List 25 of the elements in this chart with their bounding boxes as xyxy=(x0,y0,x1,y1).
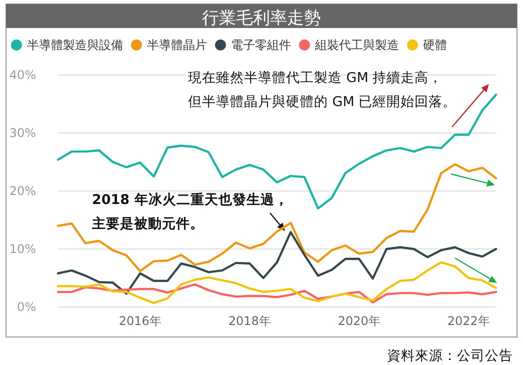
y-tick-label: 20% xyxy=(9,184,36,198)
line-series xyxy=(56,231,498,295)
line-series xyxy=(56,261,498,304)
x-tick-label: 2018年 xyxy=(228,314,271,328)
y-tick-label: 40% xyxy=(9,68,36,82)
annotation: 但半導體晶片與硬體的 GM 已經開始回落。 xyxy=(188,94,457,110)
legend-label: 硬體 xyxy=(423,38,447,52)
legend-label: 半導體製造與設備 xyxy=(27,38,123,52)
legend-label: 電子零組件 xyxy=(231,38,291,52)
line-series xyxy=(56,163,498,272)
y-tick-label: 10% xyxy=(9,242,36,256)
legend-label: 半導體晶片 xyxy=(147,38,207,52)
annotation: 主要是被動元件。 xyxy=(91,215,204,232)
source-note: 資料來源：公司公告 xyxy=(387,348,513,364)
line-series xyxy=(56,94,498,210)
chart-title: 行業毛利率走勢 xyxy=(202,8,321,28)
line-series xyxy=(56,283,498,304)
x-tick-label: 2022年 xyxy=(447,314,490,328)
x-tick-label: 2020年 xyxy=(338,314,380,328)
annotation: 2018 年冰火二重天也發生過， xyxy=(92,192,288,208)
x-tick-label: 2016年 xyxy=(118,314,162,328)
annotation: 現在雖然半導體代工製造 GM 持續走高， xyxy=(188,70,443,86)
y-tick-label: 30% xyxy=(9,126,36,140)
legend-label: 組裝代工與製造 xyxy=(314,38,399,52)
y-tick-label: 0% xyxy=(16,300,36,314)
